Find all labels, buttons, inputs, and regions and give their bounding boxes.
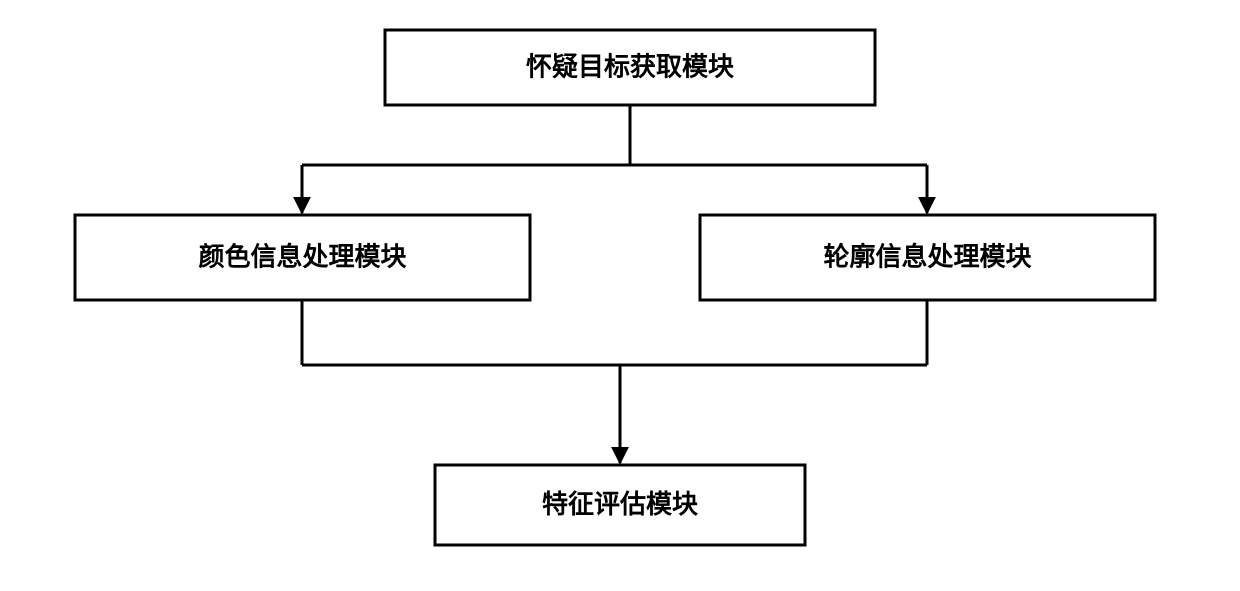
flowchart-diagram: 怀疑目标获取模块颜色信息处理模块 轮廓信息处理模块特征评估模块	[0, 0, 1240, 591]
node-right-label: 轮廓信息处理模块	[823, 241, 1031, 271]
node-top-label: 怀疑目标获取模块	[526, 52, 734, 81]
node-left-label: 颜色信息处理模块	[198, 241, 406, 271]
node-bottom-label: 特征评估模块	[542, 489, 698, 519]
